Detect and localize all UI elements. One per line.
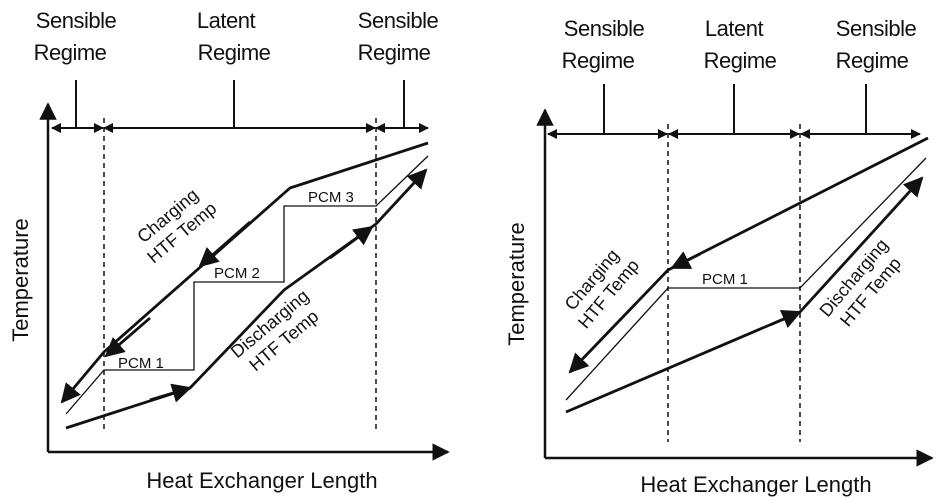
left-regime-latent-line2: Regime xyxy=(198,40,271,65)
right-regime-sensible-1-line2: Regime xyxy=(562,48,635,73)
right-pcm-temperature-profile xyxy=(565,157,927,401)
right-regime-sensible-2-line1: Sensible xyxy=(836,16,917,41)
right-x-axis-label: Heat Exchanger Length xyxy=(640,472,871,497)
left-diagram: Sensible Regime Latent Regime Sensible R… xyxy=(8,8,450,493)
left-regime-sensible-2-line2: Regime xyxy=(358,40,431,65)
left-pcm-temperature-profile xyxy=(65,155,429,415)
right-regime-latent-line2: Regime xyxy=(704,48,777,73)
right-charging-label: Charging HTF Temp xyxy=(561,245,644,332)
left-charging-htf-line xyxy=(60,141,429,404)
right-pcm-1-label: PCM 1 xyxy=(702,271,748,288)
left-discharging-htf-line xyxy=(65,168,428,430)
left-discharging-arrowhead-low xyxy=(149,383,192,403)
right-discharging-label: Discharging HTF Temp xyxy=(816,235,906,330)
left-regime-latent-line1: Latent xyxy=(197,8,256,33)
left-discharging-arrowhead-high xyxy=(329,225,374,260)
right-regime-latent-line1: Latent xyxy=(705,16,764,41)
right-y-axis-label: Temperature xyxy=(504,222,529,346)
right-charging-htf-line xyxy=(568,136,929,374)
left-charging-arrowhead-low xyxy=(104,316,151,358)
left-pcm-3-label: PCM 3 xyxy=(308,189,354,206)
left-y-axis-label: Temperature xyxy=(8,218,33,342)
left-charging-label: Charging HTF Temp xyxy=(133,185,220,268)
left-x-axis-label: Heat Exchanger Length xyxy=(146,468,377,493)
left-regime-sensible-2-line1: Sensible xyxy=(358,8,439,33)
right-regime-sensible-1-line1: Sensible xyxy=(564,16,645,41)
left-regime-sensible-1-line2: Regime xyxy=(34,40,107,65)
right-diagram: Sensible Regime Latent Regime Sensible R… xyxy=(504,16,934,497)
left-charging-arrowhead-mid xyxy=(198,220,251,268)
right-charging-arrowhead-mid xyxy=(670,251,701,270)
left-pcm-1-label: PCM 1 xyxy=(118,355,164,372)
right-regime-sensible-2-line2: Regime xyxy=(836,48,909,73)
left-pcm-2-label: PCM 2 xyxy=(214,265,260,282)
left-regime-sensible-1-line1: Sensible xyxy=(36,8,117,33)
right-discharging-arrowhead-mid xyxy=(769,310,802,329)
